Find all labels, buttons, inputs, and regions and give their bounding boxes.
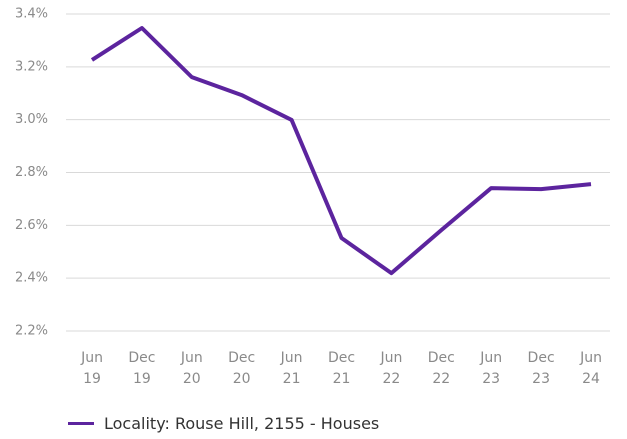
y-tick-label: 3.0% — [15, 112, 48, 127]
line — [90, 26, 592, 276]
legend-swatch — [68, 422, 94, 425]
y-tick-label: 3.4% — [15, 7, 48, 22]
x-tick-label: Dec 21 — [327, 350, 356, 387]
y-tick-label: 2.4% — [15, 271, 48, 286]
x-tick-label: Jun 22 — [380, 350, 403, 387]
y-tick-label: 2.6% — [15, 218, 48, 233]
x-tick-label: Jun 24 — [580, 350, 602, 387]
y-tick-label: 3.2% — [15, 59, 48, 74]
y-tick-label: 2.8% — [15, 165, 48, 180]
legend: Locality: Rouse Hill, 2155 - Houses — [68, 414, 379, 433]
x-tick-label: Dec 19 — [128, 350, 156, 387]
x-tick-label: Jun 19 — [81, 350, 103, 387]
x-tick-label: Dec 22 — [427, 350, 455, 387]
legend-label: Locality: Rouse Hill, 2155 - Houses — [104, 414, 380, 433]
y-tick-label: 2.2% — [15, 324, 48, 339]
x-tick-label: Dec 23 — [527, 350, 555, 387]
x-tick-label: Jun 21 — [280, 350, 303, 387]
x-tick-label: Jun 23 — [480, 350, 503, 387]
x-tick-label: Jun 20 — [180, 350, 203, 387]
x-tick-label: Dec 20 — [228, 350, 256, 387]
